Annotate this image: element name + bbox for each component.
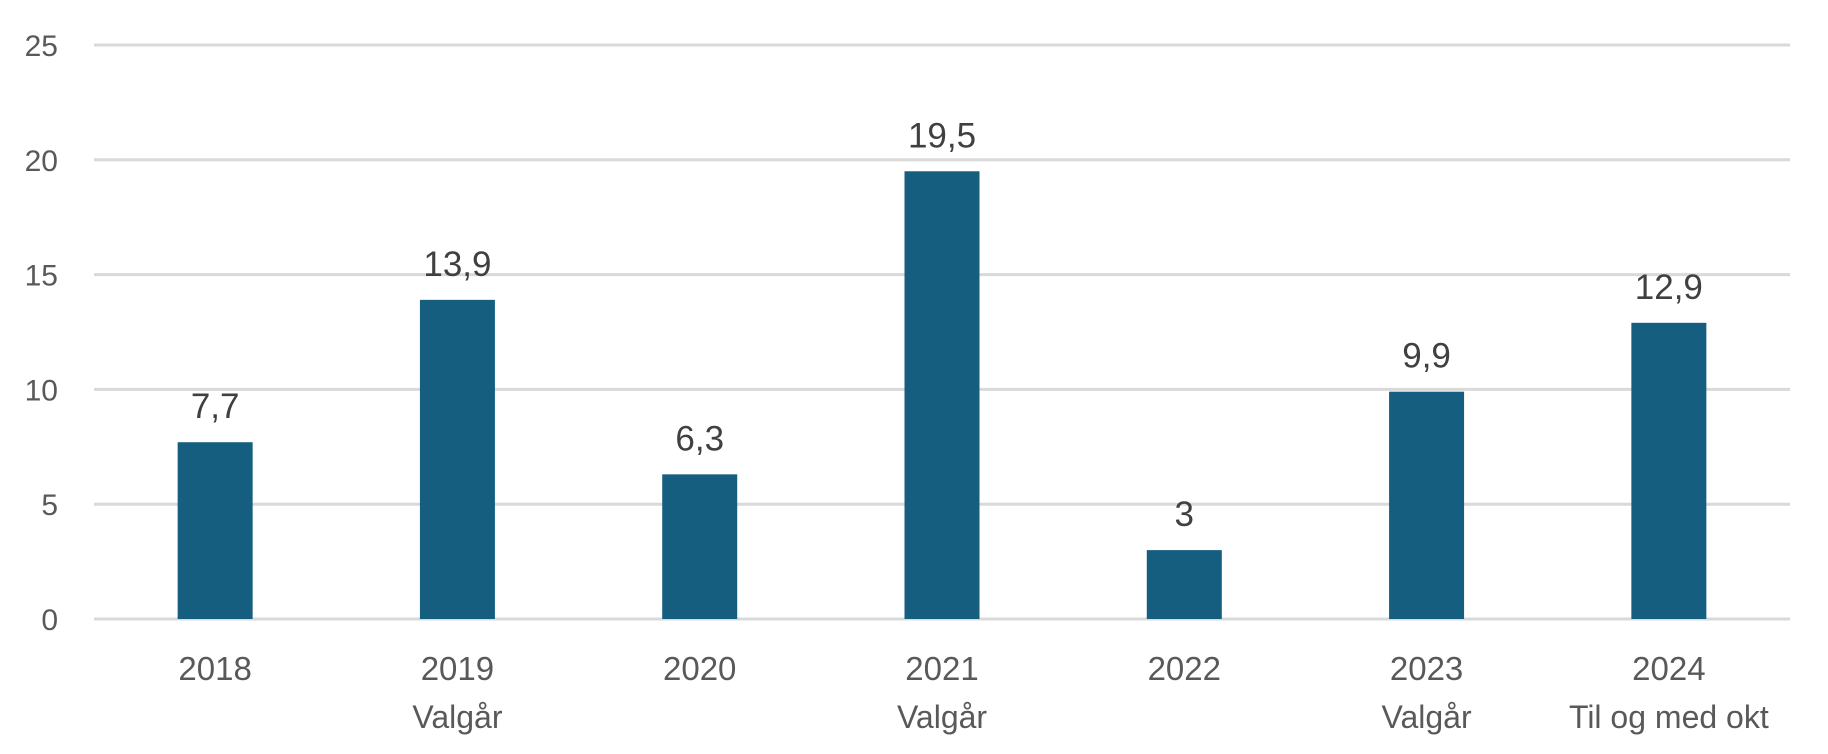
y-tick-label: 15	[25, 260, 58, 293]
data-label: 12,9	[1635, 268, 1703, 307]
x-tick-label: 2023	[1390, 650, 1463, 687]
bar-2020	[662, 474, 738, 619]
bar-2019	[419, 299, 495, 619]
data-label: 9,9	[1402, 337, 1451, 376]
x-tick-sublabel: Valgår	[897, 699, 987, 735]
x-tick-sublabel: Valgår	[1382, 699, 1472, 735]
data-label: 7,7	[191, 387, 240, 426]
x-tick-label: 2024	[1632, 650, 1705, 687]
bar-2021	[904, 171, 980, 619]
bar-2018	[177, 442, 253, 619]
data-labels: 7,7 13,9 6,3 19,5 3 9,9 12,9	[191, 116, 1703, 534]
bar-2023	[1389, 391, 1465, 619]
bar-2024	[1631, 322, 1707, 619]
data-label: 19,5	[908, 116, 976, 155]
x-axis-ticks: 2018 2019 Valgår 2020 2021 Valgår 2022 2023 Valg…	[178, 650, 1768, 735]
data-label: 6,3	[675, 419, 724, 458]
y-tick-label: 25	[25, 30, 58, 63]
x-tick-label: 2021	[905, 650, 978, 687]
x-tick-label: 2019	[421, 650, 494, 687]
x-tick-label: 2018	[178, 650, 251, 687]
x-tick-label: 2020	[663, 650, 736, 687]
bar-2022	[1146, 550, 1222, 619]
x-tick-label: 2022	[1148, 650, 1221, 687]
bars	[177, 171, 1707, 619]
x-tick-sublabel: Valgår	[412, 699, 502, 735]
y-tick-label: 10	[25, 374, 58, 407]
data-label: 3	[1175, 495, 1194, 534]
y-axis-ticks: 0 5 10 15 20 25	[25, 30, 58, 637]
y-tick-label: 5	[41, 489, 58, 522]
data-label: 13,9	[423, 245, 491, 284]
x-tick-sublabel: Til og med okt	[1569, 699, 1769, 735]
y-tick-label: 0	[41, 604, 58, 637]
y-tick-label: 20	[25, 145, 58, 178]
